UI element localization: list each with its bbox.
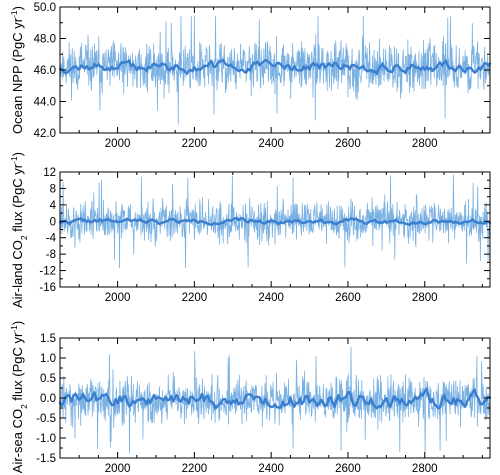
annual-series-line (59, 174, 491, 269)
y-tick-label: 48.0 (34, 34, 56, 46)
x-tick-label: 2600 (335, 138, 361, 150)
y-tick-label: 8 (50, 183, 56, 195)
y-tick-label: -8 (46, 249, 56, 261)
y-tick-label: -4 (46, 233, 57, 245)
y-tick-label: 12 (43, 167, 56, 179)
y-tick-label: 0.0 (40, 393, 56, 405)
x-tick-label: 2200 (182, 292, 208, 304)
y-tick-label: 4 (50, 200, 57, 212)
y-tick-label: 1.0 (40, 353, 56, 365)
y-tick-label: -12 (39, 266, 56, 278)
x-tick-label: 2600 (335, 292, 361, 304)
x-tick-label: 2800 (412, 138, 438, 150)
x-tick-label: 2200 (182, 138, 208, 150)
ocean-npp-panel: Ocean NPP (PgC yr-1) 2000 2200 2400 2600 280… (9, 2, 492, 150)
x-tick-label: 2800 (412, 463, 438, 475)
y-tick-label: 0.5 (40, 373, 56, 385)
x-tick-label: 2400 (258, 292, 284, 304)
y-tick-label: -0.5 (36, 413, 56, 425)
y-tick-label: 50.0 (34, 2, 56, 14)
x-tick-label: 2400 (258, 138, 284, 150)
smoothed-series-line (58, 387, 492, 410)
x-tick-label: 2800 (412, 292, 438, 304)
smoothed-series-line (58, 216, 492, 227)
x-tick-label: 2000 (105, 292, 131, 304)
x-tick-label: 2000 (105, 138, 131, 150)
y-tick-label: -1.0 (36, 433, 56, 445)
y-tick-label: -16 (39, 282, 56, 294)
x-tick-label: 2400 (258, 463, 284, 475)
ylabel-ocean-npp: Ocean NPP (PgC yr-1) (9, 6, 25, 134)
annual-series-line (59, 346, 491, 454)
y-tick-label: 1.5 (40, 333, 56, 345)
air-land-co2-flux-panel: Air-land CO2 flux (PgC yr-1) 2000 2200 240… (9, 152, 492, 308)
y-tick-label: 0 (50, 216, 56, 228)
ylabel-air-land: Air-land CO2 flux (PgC yr-1) (9, 152, 29, 308)
x-tick-label: 2600 (335, 463, 361, 475)
annual-series-line (59, 16, 491, 125)
y-tick-label: 46.0 (34, 65, 56, 77)
x-tick-label: 2000 (105, 463, 131, 475)
ylabel-air-sea: Air-sea CO2 flux (PgC yr-1) (9, 321, 29, 473)
y-tick-label: -1.5 (36, 453, 56, 465)
y-tick-label: 42.0 (34, 128, 56, 140)
y-tick-label: 44.0 (34, 97, 56, 109)
smoothed-series-line (58, 58, 492, 75)
air-sea-co2-flux-panel: Air-sea CO2 flux (PgC yr-1) 2000 2200 2400… (9, 321, 492, 475)
x-tick-label: 2200 (182, 463, 208, 475)
